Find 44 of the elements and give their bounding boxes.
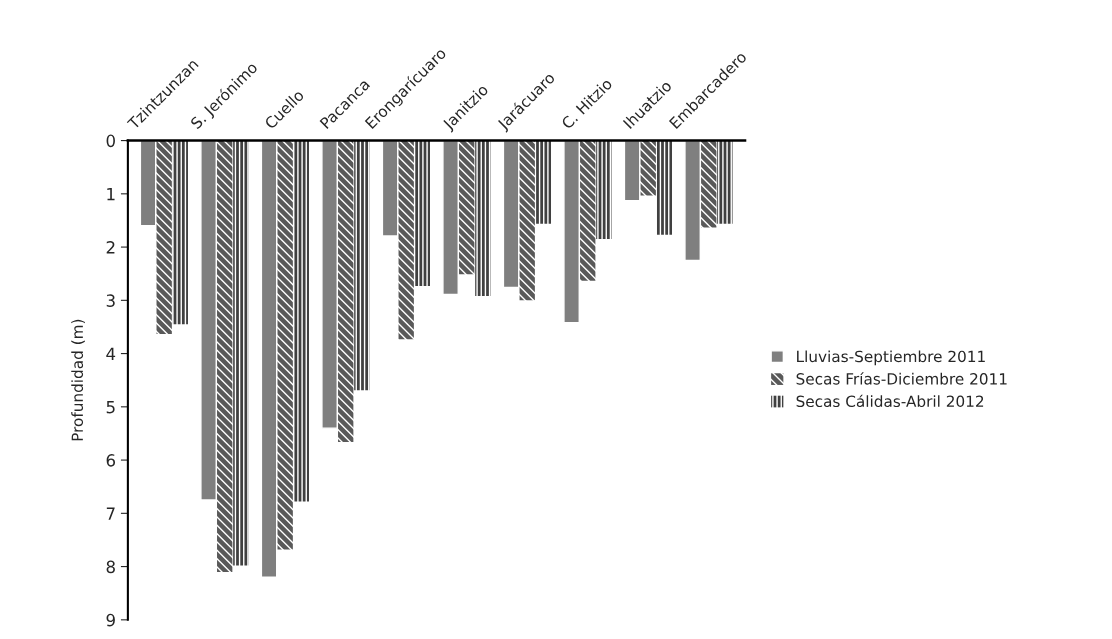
- bar: [596, 140, 612, 240]
- bar: [293, 140, 309, 502]
- bar: [623, 140, 641, 202]
- bar: [217, 140, 233, 572]
- y-tick-label: 8: [106, 560, 115, 574]
- bar: [200, 140, 217, 501]
- bar: [338, 140, 354, 442]
- legend-label: Secas Frías-Diciembre 2011: [796, 372, 1007, 385]
- y-tick-label: 6: [106, 454, 116, 467]
- bar: [277, 140, 293, 550]
- bar: [701, 140, 717, 228]
- bar: [656, 140, 673, 235]
- bar: [156, 140, 172, 334]
- y-tick-label: 2: [106, 241, 115, 254]
- legend-label: Secas Cálidas-Abril 2012: [796, 394, 984, 408]
- bar: [475, 140, 491, 297]
- y-axis-title: Profundidad (m): [71, 319, 85, 441]
- bar: [580, 140, 596, 281]
- bar: [563, 140, 580, 324]
- bar: [502, 140, 520, 289]
- bar: [414, 140, 431, 286]
- bar: [233, 140, 249, 566]
- bar: [459, 140, 475, 275]
- bar: [535, 140, 552, 224]
- bar: [172, 140, 188, 325]
- y-tick-label: 9: [106, 613, 115, 627]
- bar: [717, 140, 733, 224]
- bar: [260, 140, 278, 578]
- bar: [398, 140, 414, 340]
- y-tick-label: 4: [106, 347, 116, 360]
- bar: [519, 140, 535, 301]
- bar: [321, 140, 338, 429]
- y-tick-label: 1: [107, 188, 115, 201]
- legend-label: Lluvias-Septiembre 2011: [797, 350, 985, 366]
- bar: [640, 140, 656, 196]
- bar: [442, 140, 459, 296]
- bar: [139, 140, 157, 227]
- y-tick-label: 3: [106, 294, 115, 307]
- y-tick-label: 0: [106, 134, 115, 148]
- y-tick-label: 5: [106, 401, 115, 414]
- bar: [684, 140, 701, 262]
- bar: [354, 140, 370, 391]
- y-tick-label: 7: [106, 507, 115, 520]
- bar: [381, 140, 399, 237]
